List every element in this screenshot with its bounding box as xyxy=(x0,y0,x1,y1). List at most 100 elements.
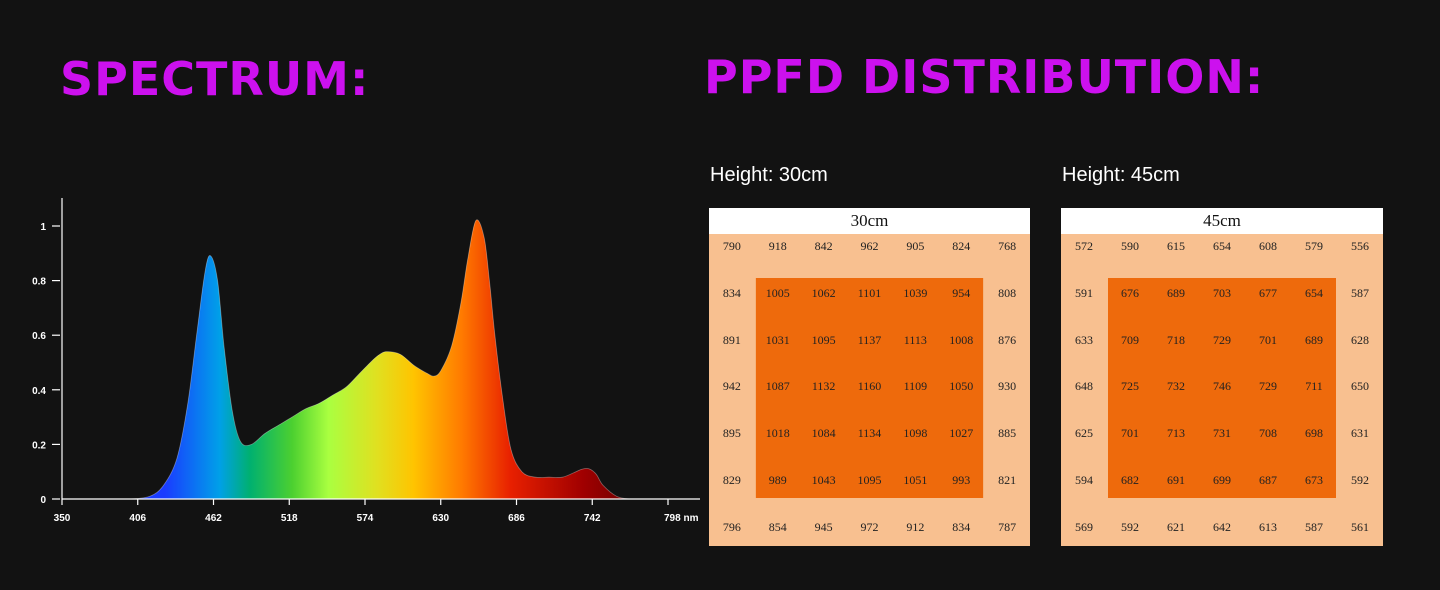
ppfd-value-cell: 746 xyxy=(1213,379,1231,393)
ppfd-value-cell: 654 xyxy=(1213,239,1231,253)
ppfd-value-cell: 768 xyxy=(998,239,1016,253)
ppfd-value-cell: 1134 xyxy=(858,426,882,440)
ppfd-value-cell: 621 xyxy=(1167,520,1185,534)
y-tick-label: 0 xyxy=(40,495,46,506)
ppfd-value-cell: 1160 xyxy=(858,379,882,393)
x-tick-label: 350 xyxy=(54,513,71,524)
ppfd-value-cell: 1095 xyxy=(812,333,836,347)
ppfd-value-cell: 930 xyxy=(998,379,1016,393)
ppfd-value-cell: 729 xyxy=(1259,379,1277,393)
spectrum-heading: SPECTRUM: xyxy=(60,52,370,106)
ppfd-value-cell: 572 xyxy=(1075,239,1093,253)
ppfd-value-cell: 608 xyxy=(1259,239,1277,253)
ppfd-value-cell: 829 xyxy=(723,473,741,487)
ppfd-value-cell: 687 xyxy=(1259,473,1277,487)
ppfd-value-cell: 1109 xyxy=(904,379,928,393)
ppfd-value-cell: 587 xyxy=(1351,286,1369,300)
ppfd-value-cell: 834 xyxy=(723,286,741,300)
ppfd-value-cell: 834 xyxy=(952,520,970,534)
ppfd-value-cell: 842 xyxy=(815,239,833,253)
ppfd-value-cell: 725 xyxy=(1121,379,1139,393)
ppfd-value-cell: 594 xyxy=(1075,473,1093,487)
ppfd-label-30cm: Height: 30cm xyxy=(710,164,828,186)
ppfd-value-cell: 673 xyxy=(1305,473,1323,487)
ppfd-value-cell: 1043 xyxy=(812,473,836,487)
ppfd-value-cell: 1084 xyxy=(812,426,836,440)
ppfd-value-cell: 895 xyxy=(723,426,741,440)
ppfd-value-cell: 912 xyxy=(906,520,924,534)
ppfd-value-cell: 821 xyxy=(998,473,1016,487)
ppfd-value-cell: 677 xyxy=(1259,286,1277,300)
ppfd-value-cell: 808 xyxy=(998,286,1016,300)
ppfd-value-cell: 709 xyxy=(1121,333,1139,347)
ppfd-value-cell: 708 xyxy=(1259,426,1277,440)
ppfd-label-45cm: Height: 45cm xyxy=(1062,164,1180,186)
ppfd-value-cell: 654 xyxy=(1305,286,1323,300)
ppfd-value-cell: 729 xyxy=(1213,333,1231,347)
ppfd-value-cell: 591 xyxy=(1075,286,1093,300)
ppfd-value-cell: 945 xyxy=(815,520,833,534)
ppfd-value-cell: 713 xyxy=(1167,426,1185,440)
ppfd-value-cell: 703 xyxy=(1213,286,1231,300)
ppfd-value-cell: 699 xyxy=(1213,473,1231,487)
x-tick-label: 742 xyxy=(584,513,601,524)
ppfd-value-cell: 689 xyxy=(1167,286,1185,300)
ppfd-value-cell: 1137 xyxy=(858,333,882,347)
ppfd-value-cell: 954 xyxy=(952,286,970,300)
ppfd-value-cell: 592 xyxy=(1121,520,1139,534)
ppfd-value-cell: 876 xyxy=(998,333,1016,347)
x-tick-label: 574 xyxy=(357,513,374,524)
ppfd-value-cell: 1113 xyxy=(904,333,927,347)
ppfd-value-cell: 682 xyxy=(1121,473,1139,487)
y-tick-label: 0.6 xyxy=(32,331,46,342)
ppfd-value-cell: 993 xyxy=(952,473,970,487)
ppfd-value-cell: 718 xyxy=(1167,333,1185,347)
ppfd-grid-center-zone xyxy=(755,278,984,498)
ppfd-value-cell: 918 xyxy=(769,239,787,253)
ppfd-value-cell: 1062 xyxy=(812,286,836,300)
ppfd-value-cell: 731 xyxy=(1213,426,1231,440)
spectrum-line xyxy=(61,219,668,500)
ppfd-value-cell: 891 xyxy=(723,333,741,347)
x-tick-label: 518 xyxy=(281,513,298,524)
ppfd-value-cell: 972 xyxy=(861,520,879,534)
ppfd-value-cell: 732 xyxy=(1167,379,1185,393)
spectrum-chart: 0 0.2 0.4 0.6 0.8 1 350 406 462 518 574 630 686 742 79… xyxy=(32,198,700,524)
ppfd-value-cell: 1039 xyxy=(903,286,927,300)
x-tick-label: 462 xyxy=(205,513,222,524)
ppfd-value-cell: 590 xyxy=(1121,239,1139,253)
ppfd-value-cell: 711 xyxy=(1305,379,1323,393)
ppfd-grid-title: 45cm xyxy=(1203,211,1241,230)
x-tick-label: 406 xyxy=(129,513,146,524)
y-tick-label: 0.2 xyxy=(32,440,46,451)
ppfd-value-cell: 1132 xyxy=(812,379,836,393)
ppfd-value-cell: 650 xyxy=(1351,379,1369,393)
ppfd-value-cell: 631 xyxy=(1351,426,1369,440)
ppfd-grid-center-zone xyxy=(1108,278,1336,498)
ppfd-value-cell: 642 xyxy=(1213,520,1231,534)
ppfd-value-cell: 1027 xyxy=(949,426,973,440)
ppfd-value-cell: 1087 xyxy=(766,379,790,393)
x-tick-label: 630 xyxy=(432,513,449,524)
ppfd-value-cell: 615 xyxy=(1167,239,1185,253)
ppfd-value-cell: 556 xyxy=(1351,239,1369,253)
ppfd-value-cell: 625 xyxy=(1075,426,1093,440)
ppfd-value-cell: 587 xyxy=(1305,520,1323,534)
y-tick-label: 1 xyxy=(40,222,46,233)
ppfd-grid-45cm: 45cm 572 590 615 654 608 579 556 591 676 689 703 677… xyxy=(1061,208,1383,546)
ppfd-value-cell: 1095 xyxy=(858,473,882,487)
ppfd-value-cell: 701 xyxy=(1121,426,1139,440)
ppfd-value-cell: 701 xyxy=(1259,333,1277,347)
x-tick-label: 798 nm xyxy=(664,513,699,524)
ppfd-value-cell: 962 xyxy=(861,239,879,253)
ppfd-value-cell: 676 xyxy=(1121,286,1139,300)
ppfd-value-cell: 796 xyxy=(723,520,741,534)
y-tick-label: 0.8 xyxy=(32,277,46,288)
ppfd-value-cell: 1051 xyxy=(903,473,927,487)
ppfd-value-cell: 1098 xyxy=(903,426,927,440)
ppfd-value-cell: 1031 xyxy=(766,333,790,347)
ppfd-value-cell: 790 xyxy=(723,239,741,253)
ppfd-value-cell: 691 xyxy=(1167,473,1185,487)
ppfd-value-cell: 698 xyxy=(1305,426,1323,440)
x-tick-label: 686 xyxy=(508,513,525,524)
